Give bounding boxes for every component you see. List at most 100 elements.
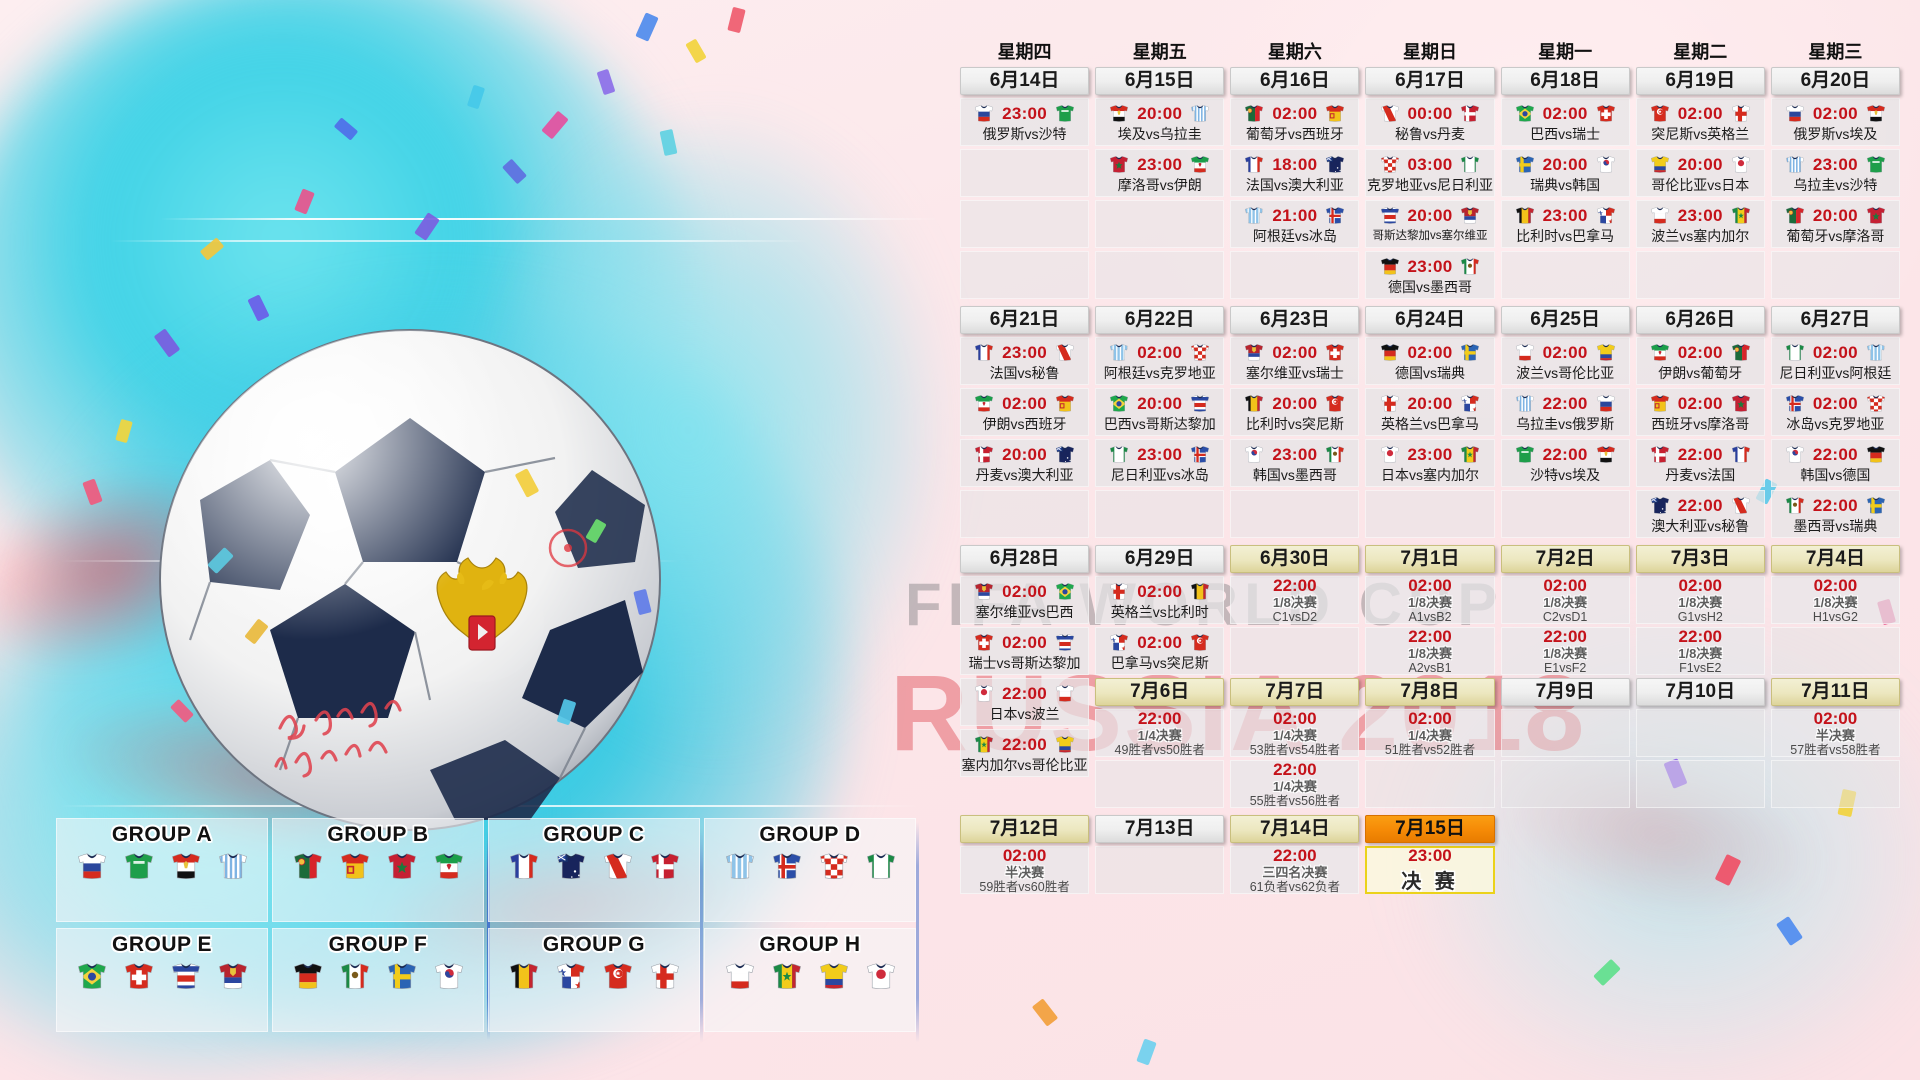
match-cell-group[interactable]: 02:00 塞尔维亚vs瑞士	[1230, 337, 1360, 385]
match-cell-knockout[interactable]: 22:00 1/4决赛 55胜者vs56胜者	[1230, 760, 1360, 808]
date-header[interactable]: 7月6日	[1095, 678, 1225, 706]
date-header[interactable]: 7月14日	[1230, 815, 1360, 843]
group-box-group-g[interactable]: GROUP G	[488, 928, 700, 1032]
date-header[interactable]: 7月3日	[1635, 545, 1765, 573]
group-box-group-d[interactable]: GROUP D	[704, 818, 916, 922]
match-cell-group[interactable]: 02:00 伊朗vs西班牙	[960, 388, 1090, 436]
date-header[interactable]: 7月2日	[1500, 545, 1630, 573]
match-cell-group[interactable]: 23:00 波兰vs塞内加尔	[1635, 200, 1765, 248]
match-cell-group[interactable]: 02:00 俄罗斯vs埃及	[1770, 98, 1900, 146]
date-header[interactable]: 6月26日	[1635, 306, 1765, 334]
date-header[interactable]: 6月20日	[1770, 67, 1900, 95]
match-cell-knockout[interactable]: 02:00 1/8决赛 C2vsD1	[1500, 576, 1630, 624]
date-header[interactable]: 7月10日	[1635, 678, 1765, 706]
match-cell-group[interactable]: 23:00 乌拉圭vs沙特	[1770, 149, 1900, 197]
match-cell-group[interactable]: 23:00 俄罗斯vs沙特	[960, 98, 1090, 146]
group-box-group-a[interactable]: GROUP A	[56, 818, 268, 922]
match-cell-group[interactable]: 23:00 尼日利亚vs冰岛	[1095, 439, 1225, 487]
match-cell-group[interactable]: 02:00 阿根廷vs克罗地亚	[1095, 337, 1225, 385]
date-header[interactable]: 7月13日	[1095, 815, 1225, 843]
match-cell-group[interactable]: 03:00 克罗地亚vs尼日利亚	[1365, 149, 1495, 197]
date-header[interactable]: 6月25日	[1500, 306, 1630, 334]
date-header[interactable]: 7月11日	[1770, 678, 1900, 706]
match-cell-knockout[interactable]: 02:00 半决赛 57胜者vs58胜者	[1770, 709, 1900, 757]
match-cell-group[interactable]: 23:00 德国vs墨西哥	[1365, 251, 1495, 299]
match-cell-knockout[interactable]: 22:00 三四名决赛 61负者vs62负者	[1230, 846, 1360, 894]
match-cell-group[interactable]: 02:00 瑞士vs哥斯达黎加	[960, 627, 1090, 675]
match-cell-group[interactable]: 18:00 法国vs澳大利亚	[1230, 149, 1360, 197]
match-cell-group[interactable]: 02:00 巴西vs瑞士	[1500, 98, 1630, 146]
date-header[interactable]: 6月16日	[1230, 67, 1360, 95]
date-header[interactable]: 6月21日	[960, 306, 1090, 334]
match-cell-group[interactable]: 02:00 英格兰vs比利时	[1095, 576, 1225, 624]
date-header[interactable]: 6月18日	[1500, 67, 1630, 95]
match-cell-group[interactable]: 20:00 瑞典vs韩国	[1500, 149, 1630, 197]
match-cell-knockout[interactable]: 02:00 1/4决赛 51胜者vs52胜者	[1365, 709, 1495, 757]
match-cell-group[interactable]: 02:00 塞尔维亚vs巴西	[960, 576, 1090, 624]
match-cell-knockout[interactable]: 02:00 1/8决赛 G1vsH2	[1635, 576, 1765, 624]
match-cell-group[interactable]: 02:00 葡萄牙vs西班牙	[1230, 98, 1360, 146]
date-header[interactable]: 6月22日	[1095, 306, 1225, 334]
match-cell-group[interactable]: 20:00 哥斯达黎加vs塞尔维亚	[1365, 200, 1495, 248]
match-cell-group[interactable]: 20:00 葡萄牙vs摩洛哥	[1770, 200, 1900, 248]
match-cell-group[interactable]: 20:00 英格兰vs巴拿马	[1365, 388, 1495, 436]
date-header[interactable]: 6月28日	[960, 545, 1090, 573]
match-cell-knockout[interactable]: 22:00 1/8决赛 C1vsD2	[1230, 576, 1360, 624]
match-cell-group[interactable]: 23:00 摩洛哥vs伊朗	[1095, 149, 1225, 197]
match-cell-group[interactable]: 02:00 波兰vs哥伦比亚	[1500, 337, 1630, 385]
match-cell-group[interactable]: 22:00 澳大利亚vs秘鲁	[1635, 490, 1765, 538]
group-box-group-h[interactable]: GROUP H	[704, 928, 916, 1032]
match-cell-group[interactable]: 21:00 阿根廷vs冰岛	[1230, 200, 1360, 248]
match-cell-group[interactable]: 02:00 突尼斯vs英格兰	[1635, 98, 1765, 146]
date-header[interactable]: 7月8日	[1365, 678, 1495, 706]
match-cell-group[interactable]: 23:00 韩国vs墨西哥	[1230, 439, 1360, 487]
match-cell-knockout[interactable]: 22:00 1/8决赛 E1vsF2	[1500, 627, 1630, 675]
match-cell-group[interactable]: 02:00 西班牙vs摩洛哥	[1635, 388, 1765, 436]
match-cell-knockout[interactable]: 22:00 1/8决赛 F1vsE2	[1635, 627, 1765, 675]
match-cell-group[interactable]: 23:00 日本vs塞内加尔	[1365, 439, 1495, 487]
match-cell-knockout[interactable]: 22:00 1/4决赛 49胜者vs50胜者	[1095, 709, 1225, 757]
match-cell-group[interactable]: 20:00 比利时vs突尼斯	[1230, 388, 1360, 436]
match-cell-group[interactable]: 23:00 比利时vs巴拿马	[1500, 200, 1630, 248]
group-box-group-b[interactable]: GROUP B	[272, 818, 484, 922]
match-cell-group[interactable]: 02:00 尼日利亚vs阿根廷	[1770, 337, 1900, 385]
date-header[interactable]: 6月29日	[1095, 545, 1225, 573]
match-cell-final[interactable]: 23:00 决 赛	[1365, 846, 1495, 894]
date-header[interactable]: 7月15日	[1365, 815, 1495, 843]
date-header[interactable]: 6月19日	[1635, 67, 1765, 95]
match-cell-group[interactable]: 23:00 法国vs秘鲁	[960, 337, 1090, 385]
match-cell-group[interactable]: 22:00 乌拉圭vs俄罗斯	[1500, 388, 1630, 436]
date-header[interactable]: 6月14日	[960, 67, 1090, 95]
group-box-group-f[interactable]: GROUP F	[272, 928, 484, 1032]
date-header[interactable]: 7月12日	[960, 815, 1090, 843]
date-header[interactable]: 7月4日	[1770, 545, 1900, 573]
match-cell-group[interactable]: 22:00 丹麦vs法国	[1635, 439, 1765, 487]
match-cell-knockout[interactable]: 02:00 1/8决赛 A1vsB2	[1365, 576, 1495, 624]
date-header[interactable]: 6月24日	[1365, 306, 1495, 334]
match-cell-group[interactable]: 20:00 埃及vs乌拉圭	[1095, 98, 1225, 146]
match-cell-knockout[interactable]: 22:00 1/8决赛 A2vsB1	[1365, 627, 1495, 675]
date-header[interactable]: 6月17日	[1365, 67, 1495, 95]
match-cell-knockout[interactable]: 02:00 1/4决赛 53胜者vs54胜者	[1230, 709, 1360, 757]
match-cell-group[interactable]: 02:00 冰岛vs克罗地亚	[1770, 388, 1900, 436]
date-header[interactable]: 7月9日	[1500, 678, 1630, 706]
match-cell-group[interactable]: 20:00 丹麦vs澳大利亚	[960, 439, 1090, 487]
match-cell-group[interactable]: 22:00 沙特vs埃及	[1500, 439, 1630, 487]
group-box-group-c[interactable]: GROUP C	[488, 818, 700, 922]
match-cell-knockout[interactable]: 02:00 1/8决赛 H1vsG2	[1770, 576, 1900, 624]
date-header[interactable]: 7月7日	[1230, 678, 1360, 706]
match-cell-group[interactable]: 02:00 巴拿马vs突尼斯	[1095, 627, 1225, 675]
match-cell-group[interactable]: 20:00 哥伦比亚vs日本	[1635, 149, 1765, 197]
date-header[interactable]: 6月27日	[1770, 306, 1900, 334]
match-cell-group[interactable]: 20:00 巴西vs哥斯达黎加	[1095, 388, 1225, 436]
match-cell-group[interactable]: 22:00 墨西哥vs瑞典	[1770, 490, 1900, 538]
group-box-group-e[interactable]: GROUP E	[56, 928, 268, 1032]
match-cell-group[interactable]: 02:00 德国vs瑞典	[1365, 337, 1495, 385]
date-header[interactable]: 6月30日	[1230, 545, 1360, 573]
match-cell-group[interactable]: 02:00 伊朗vs葡萄牙	[1635, 337, 1765, 385]
match-cell-group[interactable]: 22:00 韩国vs德国	[1770, 439, 1900, 487]
match-cell-group[interactable]: 22:00 日本vs波兰	[960, 678, 1090, 726]
date-header[interactable]: 6月23日	[1230, 306, 1360, 334]
date-header[interactable]: 7月1日	[1365, 545, 1495, 573]
match-cell-group[interactable]: 00:00 秘鲁vs丹麦	[1365, 98, 1495, 146]
